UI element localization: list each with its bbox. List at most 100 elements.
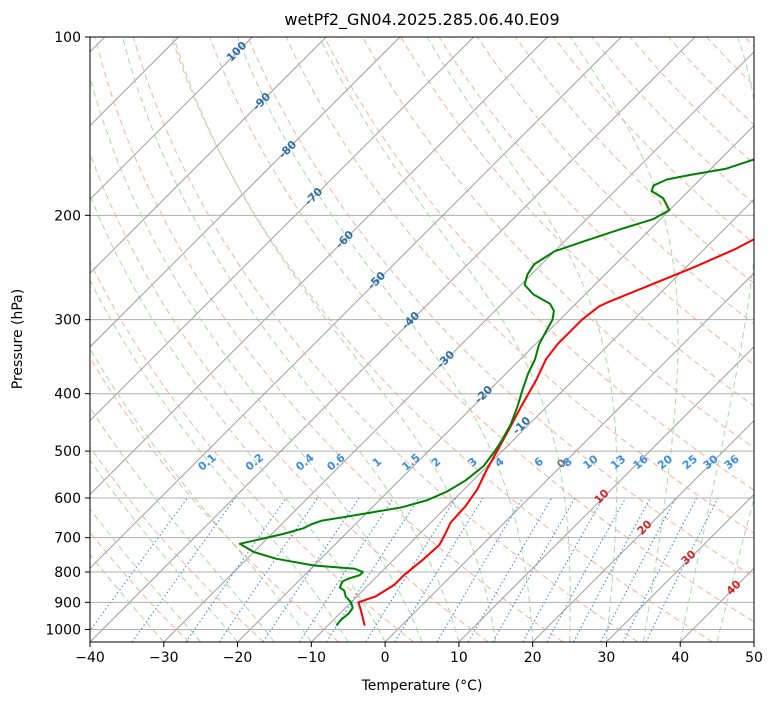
dry-adiabat bbox=[706, 37, 754, 87]
mixing-ratio-line bbox=[218, 497, 319, 642]
plot-frame bbox=[89, 36, 755, 643]
moist-adiabat bbox=[753, 639, 754, 642]
dry-adiabat bbox=[591, 37, 754, 205]
temperature-profile bbox=[357, 238, 754, 626]
dry-adiabat bbox=[94, 37, 564, 642]
mixing-ratio-label: 10 bbox=[581, 452, 601, 472]
dry-adiabat bbox=[362, 37, 754, 449]
isotherm-line bbox=[90, 37, 401, 348]
mixing-ratio-label: 36 bbox=[722, 452, 742, 472]
dry-adiabat bbox=[90, 152, 489, 642]
isotherm-line bbox=[90, 37, 696, 642]
y-tick-label: 500 bbox=[54, 444, 81, 460]
mixing-ratio-line bbox=[546, 497, 627, 642]
moist-adiabat bbox=[716, 497, 754, 642]
moist-adiabat bbox=[173, 37, 497, 642]
dry-adiabat-label: 100 bbox=[224, 39, 250, 65]
moist-adiabat bbox=[237, 37, 534, 642]
mixing-ratio-label: 25 bbox=[680, 452, 700, 472]
moist-adiabat bbox=[318, 37, 571, 642]
isotherm-line bbox=[0, 37, 31, 642]
mixing-ratio-line bbox=[600, 497, 677, 642]
mixing-ratio-line bbox=[645, 497, 719, 642]
mixing-ratio-lines bbox=[90, 497, 719, 642]
isotherm-line bbox=[163, 51, 754, 642]
x-tick-label: 10 bbox=[450, 650, 468, 666]
dry-adiabat bbox=[629, 37, 754, 165]
dry-adiabat bbox=[744, 37, 754, 48]
isotherm-line bbox=[532, 419, 754, 642]
chart-title: wetPf2_GN04.2025.285.06.40.E09 bbox=[284, 10, 560, 29]
isotherm-line bbox=[90, 37, 622, 569]
y-tick-label: 100 bbox=[54, 30, 81, 46]
mixing-ratio-line bbox=[622, 497, 698, 642]
isotherm-line bbox=[606, 493, 754, 642]
dry-adiabat bbox=[90, 356, 339, 642]
moist-adiabat bbox=[90, 459, 238, 642]
x-tick-label: −30 bbox=[149, 650, 179, 666]
dry-adiabat bbox=[438, 37, 754, 366]
moist-adiabat bbox=[90, 347, 312, 642]
mixing-ratio-line bbox=[467, 497, 553, 642]
dry-adiabat bbox=[90, 531, 190, 642]
y-tick-label: 200 bbox=[54, 208, 81, 224]
moist-adiabat-label: 30 bbox=[679, 547, 699, 567]
x-axis-label: Temperature (°C) bbox=[361, 678, 483, 694]
moist-adiabat bbox=[90, 507, 202, 642]
y-tick-label: 700 bbox=[54, 531, 81, 547]
mixing-ratio-line bbox=[436, 497, 524, 642]
mixing-ratio-label: 0.4 bbox=[293, 451, 317, 474]
moist-adiabat-label: 40 bbox=[724, 577, 744, 597]
mixing-ratio-line bbox=[573, 497, 651, 642]
dry-adiabat bbox=[90, 446, 265, 642]
moist-adiabat bbox=[426, 37, 618, 642]
dry-adiabat bbox=[400, 37, 754, 407]
isotherm-line bbox=[90, 37, 475, 422]
mixing-ratio-label: 3 bbox=[466, 455, 480, 470]
isotherm-line bbox=[237, 124, 754, 642]
moist-adiabat bbox=[90, 194, 386, 642]
x-tick-label: 50 bbox=[745, 650, 763, 666]
moist-adiabat bbox=[121, 37, 460, 642]
moist-adiabat bbox=[569, 37, 679, 642]
mixing-ratio-label: 13 bbox=[608, 452, 628, 472]
dry-adiabat bbox=[247, 37, 754, 578]
x-tick-label: 20 bbox=[524, 650, 542, 666]
background-lines bbox=[0, 37, 754, 642]
dry-adiabat bbox=[515, 37, 754, 285]
y-tick-label: 900 bbox=[54, 595, 81, 611]
dry-adiabat bbox=[553, 37, 754, 245]
dry-adiabat bbox=[323, 37, 754, 491]
mixing-ratio-label: 1 bbox=[370, 455, 384, 470]
isotherm-line bbox=[90, 37, 327, 274]
isotherm-line bbox=[753, 641, 754, 642]
isotherm-line bbox=[679, 567, 754, 642]
sounding-series bbox=[238, 158, 754, 627]
moist-adiabat bbox=[90, 553, 165, 642]
mixing-ratio-label: 1.5 bbox=[399, 451, 422, 473]
mixing-ratio-label: 6 bbox=[532, 455, 546, 470]
isotherm-line bbox=[458, 346, 754, 642]
moist-adiabat bbox=[90, 406, 275, 642]
isotherm-line bbox=[310, 198, 754, 642]
dewpoint-profile bbox=[238, 158, 754, 627]
mixing-ratio-line bbox=[394, 497, 484, 642]
dry-adiabat bbox=[209, 37, 754, 623]
dry-adiabat bbox=[90, 260, 414, 642]
y-tick-label: 400 bbox=[54, 387, 81, 403]
x-tick-label: −40 bbox=[75, 650, 105, 666]
moist-adiabat bbox=[90, 75, 423, 642]
mixing-ratio-label: 0.1 bbox=[196, 451, 219, 473]
y-tick-label: 600 bbox=[54, 491, 81, 507]
isotherm-line bbox=[90, 37, 106, 53]
mixing-ratio-label: 2 bbox=[429, 455, 443, 470]
mixing-ratio-line bbox=[90, 497, 188, 632]
dry-adiabat-label: -20 bbox=[472, 383, 495, 406]
mixing-ratio-line bbox=[262, 497, 360, 642]
y-tick-label: 1000 bbox=[45, 622, 81, 638]
mixing-ratio-label: 16 bbox=[631, 452, 651, 472]
mixing-ratio-label: 20 bbox=[655, 452, 675, 472]
x-tick-label: −20 bbox=[223, 650, 253, 666]
moist-adiabat bbox=[679, 37, 754, 642]
